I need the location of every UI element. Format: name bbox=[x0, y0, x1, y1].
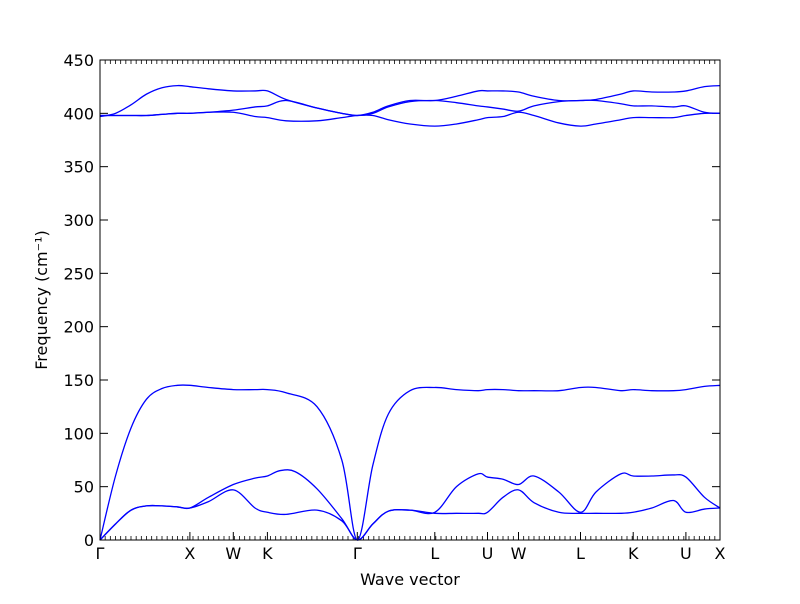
phonon-branch-6 bbox=[99, 84, 721, 118]
y-axis-label: Frequency (cm⁻¹) bbox=[32, 230, 51, 369]
y-tick-label: 150 bbox=[63, 371, 94, 390]
plot-frame bbox=[99, 59, 721, 541]
y-tick-label: 300 bbox=[63, 211, 94, 230]
x-axis-label: Wave vector bbox=[360, 570, 460, 589]
x-tick-label: Γ bbox=[96, 544, 105, 563]
phonon-branch-2 bbox=[99, 469, 721, 541]
phonon-branch-3 bbox=[99, 384, 721, 541]
x-tick-label: K bbox=[628, 544, 639, 563]
y-tick-label: 200 bbox=[63, 318, 94, 337]
x-tick-label: W bbox=[225, 544, 241, 563]
y-tick-label: 50 bbox=[74, 478, 94, 497]
x-tick-label: X bbox=[715, 544, 726, 563]
phonon-branch-1 bbox=[99, 489, 721, 541]
y-tick-label: 250 bbox=[63, 264, 94, 283]
tick-layer bbox=[99, 59, 721, 541]
x-tick-label: Γ bbox=[353, 544, 362, 563]
y-tick-label: 350 bbox=[63, 158, 94, 177]
phonon-branch-5 bbox=[100, 99, 721, 117]
x-tick-label: K bbox=[262, 544, 273, 563]
x-tick-label: U bbox=[680, 544, 692, 563]
x-tick-label: L bbox=[576, 544, 585, 563]
x-tick-label: W bbox=[511, 544, 527, 563]
phonon-branch-4 bbox=[100, 111, 721, 127]
y-tick-label: 100 bbox=[63, 424, 94, 443]
y-tick-label: 450 bbox=[63, 51, 94, 70]
x-tick-label: X bbox=[184, 544, 195, 563]
x-tick-label: L bbox=[430, 544, 439, 563]
x-tick-label: U bbox=[482, 544, 494, 563]
y-tick-label: 0 bbox=[84, 531, 94, 550]
series-layer bbox=[99, 84, 721, 541]
y-tick-label: 400 bbox=[63, 104, 94, 123]
